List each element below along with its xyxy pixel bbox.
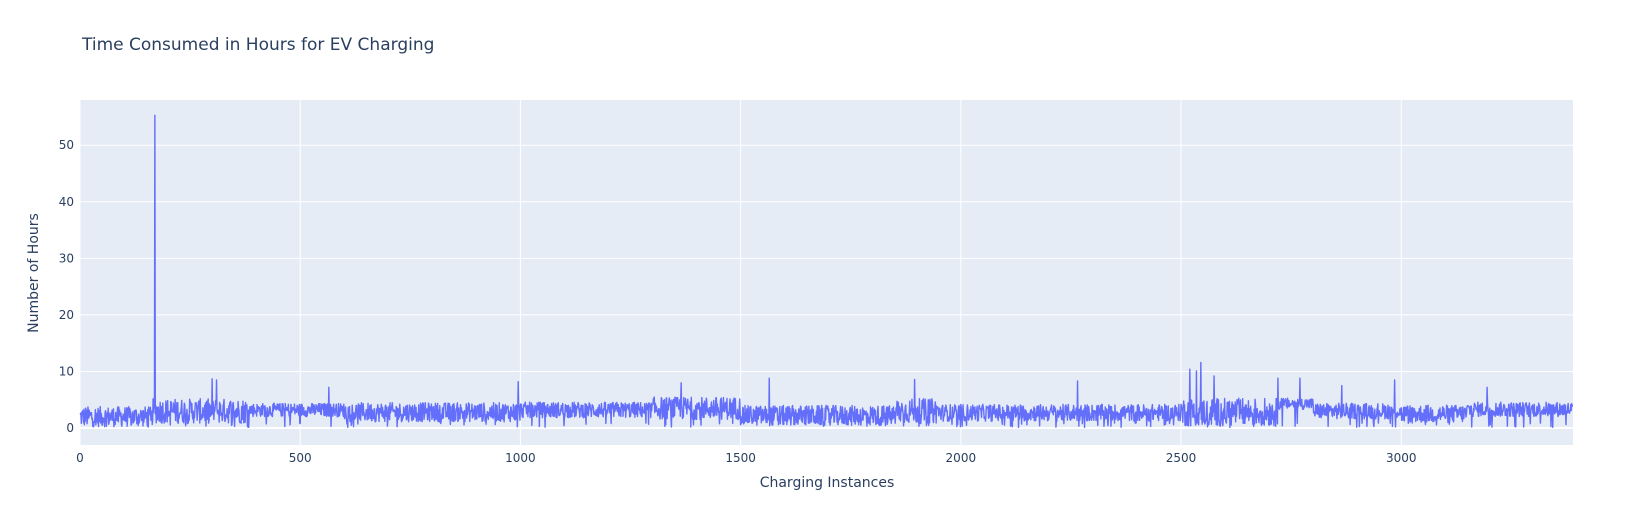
y-tick-label: 0	[66, 421, 74, 435]
x-tick-label: 2500	[1166, 451, 1197, 465]
x-tick-label: 2000	[946, 451, 977, 465]
gridlines	[79, 100, 1573, 445]
x-tick-label: 500	[289, 451, 312, 465]
x-axis-ticks: 0 500 1000 1500 2000 2500 3000	[76, 451, 1416, 465]
x-tick-label: 1000	[505, 451, 536, 465]
x-tick-label: 3000	[1386, 451, 1417, 465]
chart-title: Time Consumed in Hours for EV Charging	[81, 35, 434, 55]
x-tick-label: 0	[76, 451, 84, 465]
y-tick-label: 20	[59, 308, 74, 322]
y-tick-label: 40	[59, 195, 74, 209]
series-line	[79, 114, 1574, 429]
plot-area	[80, 100, 1573, 445]
y-axis-title: Number of Hours	[26, 213, 42, 333]
x-axis-title: Charging Instances	[760, 475, 895, 491]
y-tick-label: 30	[59, 251, 74, 265]
y-tick-label: 10	[59, 364, 74, 378]
x-tick-label: 1500	[725, 451, 756, 465]
y-axis-ticks: 0 10 20 30 40 50	[59, 138, 74, 435]
y-tick-label: 50	[59, 138, 74, 152]
